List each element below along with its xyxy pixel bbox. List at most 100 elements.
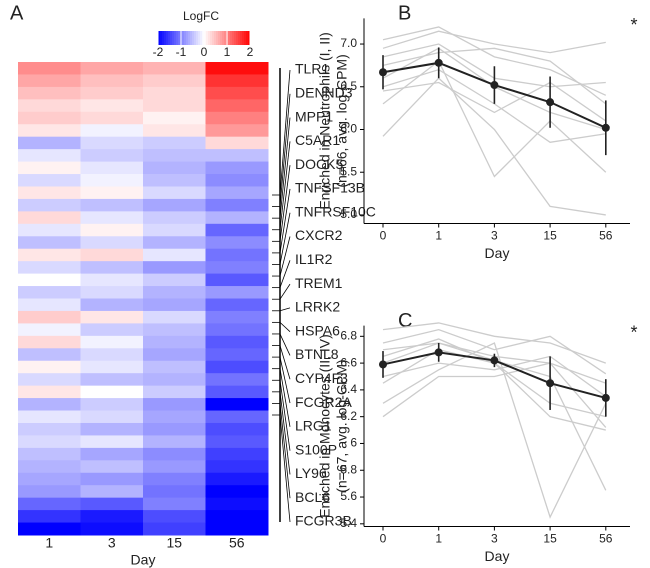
mean-point <box>379 360 387 369</box>
colorbar-swatch <box>190 31 193 45</box>
heatmap-cell <box>143 335 206 349</box>
heatmap-cell <box>205 111 269 125</box>
annotation-connector <box>279 188 291 253</box>
colorbar-swatch <box>214 31 217 45</box>
heatmap-cell <box>205 485 269 499</box>
y-tick-label: 6.2 <box>340 409 357 423</box>
heatmap-cell <box>143 74 206 88</box>
heatmap-cell <box>18 398 81 412</box>
y-tick-label: 6.4 <box>340 382 357 396</box>
heatmap-cell <box>143 298 206 312</box>
heatmap-cell <box>143 510 206 524</box>
gene-label: TNFRSF10C <box>295 203 376 219</box>
colorbar-swatch <box>196 31 199 45</box>
colorbar-tick-label: 1 <box>224 45 231 59</box>
heatmap-cell <box>18 485 81 499</box>
colorbar-tick-label: 2 <box>247 45 254 59</box>
heatmap-cell <box>18 136 81 150</box>
mean-point <box>434 58 443 67</box>
heatmap-cell <box>80 161 144 175</box>
heatmap-cell <box>143 286 206 299</box>
heatmap-cell <box>143 248 206 262</box>
y-tick-label: 5.0 <box>340 207 357 221</box>
gene-label: HSPA6 <box>295 322 340 338</box>
sample-line <box>382 26 607 96</box>
colorbar-swatch <box>186 31 189 45</box>
x-tick-label: 3 <box>108 535 116 551</box>
colorbar-swatch <box>212 31 215 45</box>
heatmap-cell <box>143 124 206 138</box>
heatmap-cell <box>143 236 206 250</box>
heatmap-cell <box>205 86 269 100</box>
gene-label: BCL6 <box>295 489 330 505</box>
heatmap-cell <box>143 223 206 237</box>
gene-label: MPP1 <box>295 108 333 124</box>
y-tick-label: 7.0 <box>340 36 357 50</box>
colorbar-swatch <box>178 31 181 45</box>
heatmap-cell <box>143 99 206 113</box>
heatmap-cell <box>143 136 206 150</box>
heatmap-cell <box>80 186 144 200</box>
heatmap-cell <box>205 460 269 474</box>
heatmap-cell <box>80 174 144 187</box>
heatmap-cell <box>80 522 144 536</box>
colorbar-swatch <box>238 31 241 45</box>
heatmap-cell <box>18 422 81 436</box>
gene-label: LRRK2 <box>295 299 340 315</box>
heatmap-cell <box>205 373 269 387</box>
heatmap-cell <box>205 198 269 212</box>
heatmap-cell <box>205 335 269 349</box>
heatmap-cell <box>205 124 269 138</box>
heatmap-cell <box>18 310 81 324</box>
heatmap-cell <box>18 248 81 262</box>
gene-label: C5AR1 <box>295 132 340 148</box>
colorbar-swatch <box>158 31 161 45</box>
heatmap-cell <box>143 323 206 337</box>
heatmap-cell <box>80 460 144 474</box>
sample-line <box>382 328 607 375</box>
annotation-connector <box>279 357 291 404</box>
heatmap-cell <box>18 286 81 299</box>
heatmap-cell <box>80 236 144 250</box>
y-tick-label: 6.0 <box>340 122 357 136</box>
colorbar-swatch <box>160 31 163 45</box>
annotation-connector <box>279 414 291 523</box>
heatmap-cell <box>18 99 81 113</box>
colorbar-swatch <box>236 31 239 45</box>
x-tick-label: 56 <box>599 229 613 243</box>
mean-point <box>546 98 555 107</box>
heatmap-cell <box>18 360 81 374</box>
heatmap-cell <box>143 485 206 499</box>
heatmap-cell <box>18 62 81 75</box>
colorbar-swatch <box>232 31 235 45</box>
gene-label: LY96 <box>295 465 327 481</box>
colorbar-swatch <box>168 31 171 45</box>
x-tick-label: 3 <box>491 532 498 546</box>
heatmap-cell <box>18 410 81 424</box>
x-tick-label: 1 <box>435 532 442 546</box>
colorbar-swatch <box>182 31 185 45</box>
annotation-connector <box>279 93 291 207</box>
heatmap-cell <box>80 86 144 100</box>
heatmap-cell <box>80 248 144 262</box>
heatmap-cell <box>80 398 144 412</box>
heatmap-cell <box>18 223 81 237</box>
colorbar-tick-label: 0 <box>201 45 208 59</box>
heatmap-cell <box>205 161 269 175</box>
heatmap-cell <box>80 136 144 150</box>
heatmap-cell <box>143 161 206 175</box>
heatmap-cell <box>80 62 144 75</box>
heatmap-cell <box>80 99 144 113</box>
heatmap-cell <box>80 198 144 212</box>
heatmap-cell <box>80 447 144 461</box>
heatmap-cell <box>205 99 269 113</box>
heatmap-cell <box>205 510 269 524</box>
annotation-connector <box>279 333 291 356</box>
heatmap-cell <box>18 373 81 387</box>
colorbar-swatch <box>234 31 237 45</box>
colorbar-swatch <box>206 31 209 45</box>
colorbar-swatch <box>194 31 197 45</box>
heatmap-cell <box>80 373 144 387</box>
heatmap-cell <box>205 348 269 362</box>
annotation-connector <box>279 403 291 499</box>
